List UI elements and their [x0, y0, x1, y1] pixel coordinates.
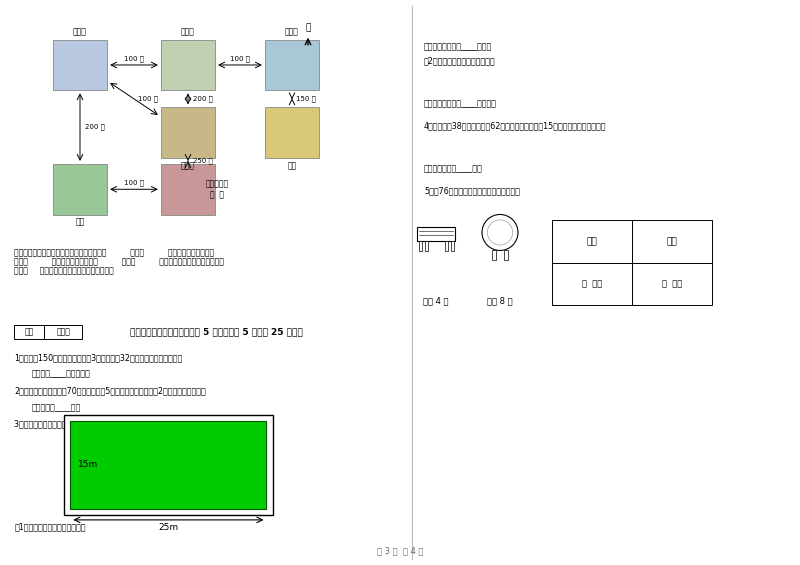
- Text: 25m: 25m: [158, 523, 178, 532]
- Text: 每桌 4 人: 每桌 4 人: [423, 297, 449, 306]
- Text: 北: 北: [306, 24, 310, 33]
- Bar: [450, 241, 454, 251]
- Text: 天鹅湖: 天鹅湖: [285, 28, 299, 37]
- Bar: [552, 220, 632, 263]
- Text: 小丽想从世纪欢乐园大门到沙滩，可以先向（          ）走（          ）米到动物园，再向（: 小丽想从世纪欢乐园大门到沙滩，可以先向（ ）走（ ）米到动物园，再向（: [14, 249, 214, 258]
- Bar: [45, 325, 82, 339]
- Text: 4、一个排球38元，一个篮球62元。如果每种球各买15个，一共需要花多少钱？: 4、一个排球38元，一个篮球62元。如果每种球各买15个，一共需要花多少钱？: [424, 121, 606, 131]
- Text: 100 米: 100 米: [124, 180, 144, 186]
- Text: 牧场: 牧场: [75, 218, 85, 227]
- Text: 博物馆: 博物馆: [181, 161, 195, 170]
- Text: 5、有76位客人用餐，可以怎样安排桌子？: 5、有76位客人用餐，可以怎样安排桌子？: [424, 186, 520, 195]
- Circle shape: [487, 220, 513, 245]
- Text: 世纪欢乐园
大  门: 世纪欢乐园 大 门: [206, 180, 229, 199]
- Text: 第 3 页  共 4 页: 第 3 页 共 4 页: [377, 546, 423, 555]
- Bar: [552, 263, 632, 305]
- Bar: [161, 40, 215, 90]
- Text: 答：还剩____页没有看。: 答：还剩____页没有看。: [32, 370, 90, 379]
- Bar: [64, 415, 273, 515]
- Bar: [425, 241, 427, 251]
- Text: 答：花坛的面积是____平方米: 答：花坛的面积是____平方米: [424, 42, 492, 51]
- Text: 100 米: 100 米: [230, 55, 250, 62]
- Text: 沙滩: 沙滩: [287, 161, 297, 170]
- Text: ）走（          ）米找天鹅湖，再向（          ）走（          ）米就找了沙滩；也可以先向（: ）走（ ）米找天鹅湖，再向（ ）走（ ）米就找了沙滩；也可以先向（: [14, 258, 224, 267]
- Bar: [418, 241, 422, 251]
- Bar: [445, 241, 447, 251]
- Text: 15m: 15m: [78, 460, 98, 469]
- Bar: [265, 107, 319, 158]
- Bar: [53, 40, 107, 90]
- Text: 1、一本书150页，冬冬已经看了3天，每天看32页，还剩多少页没有看？: 1、一本书150页，冬冬已经看了3天，每天看32页，还剩多少页没有看？: [14, 353, 182, 362]
- Bar: [632, 263, 712, 305]
- Text: （  ）张: （ ）张: [582, 280, 602, 288]
- Text: 2、红星小学操场的长是70米，宽比长短5米，亮亮绕着操场跑了2圈，他跑了多少米？: 2、红星小学操场的长是70米，宽比长短5米，亮亮绕着操场跑了2圈，他跑了多少米？: [14, 386, 206, 395]
- Bar: [161, 164, 215, 215]
- Circle shape: [482, 215, 518, 250]
- Text: 200 米: 200 米: [85, 124, 105, 131]
- Text: 方桌: 方桌: [666, 237, 678, 246]
- Text: 100 米: 100 米: [138, 95, 158, 102]
- Text: 答：一共需要花____元。: 答：一共需要花____元。: [424, 164, 482, 173]
- Text: 圆桌: 圆桌: [586, 237, 598, 246]
- Text: ）走（     ）米到天鹅湖，再从天鹅湖到沙滩。: ）走（ ）米到天鹅湖，再从天鹅湖到沙滩。: [14, 267, 114, 276]
- Text: 3、在一块长方形的花坛四周，铺上宽1m 的小路。: 3、在一块长方形的花坛四周，铺上宽1m 的小路。: [14, 419, 130, 428]
- Text: 答：他跑了____米。: 答：他跑了____米。: [32, 403, 82, 412]
- Text: 250 米: 250 米: [193, 158, 213, 164]
- Text: 答：小路的面积是____平方米。: 答：小路的面积是____平方米。: [424, 99, 497, 108]
- Text: 评卷人: 评卷人: [57, 327, 70, 336]
- Text: 每桌 8 人: 每桌 8 人: [487, 297, 513, 306]
- Bar: [504, 250, 508, 260]
- Bar: [417, 228, 455, 241]
- Text: 得分: 得分: [25, 327, 34, 336]
- Bar: [161, 107, 215, 158]
- Bar: [14, 325, 45, 339]
- Bar: [53, 164, 107, 215]
- Text: （  ）张: （ ）张: [662, 280, 682, 288]
- Bar: [492, 250, 496, 260]
- Bar: [265, 40, 319, 90]
- Text: 150 米: 150 米: [296, 95, 316, 102]
- Text: （2）小路的面积是多少平方米？: （2）小路的面积是多少平方米？: [424, 56, 496, 66]
- Bar: [70, 421, 266, 508]
- Bar: [632, 220, 712, 263]
- Text: 动物园: 动物园: [181, 28, 195, 37]
- Text: 100 米: 100 米: [124, 55, 144, 62]
- Text: 游乐园: 游乐园: [73, 28, 87, 37]
- Text: （1）花坛的面积是多少平方米？: （1）花坛的面积是多少平方米？: [14, 523, 86, 532]
- Text: 六、活用知识，解决问题（共 5 小题，每题 5 分，共 25 分）。: 六、活用知识，解决问题（共 5 小题，每题 5 分，共 25 分）。: [130, 327, 302, 336]
- Text: 200 米: 200 米: [193, 95, 213, 102]
